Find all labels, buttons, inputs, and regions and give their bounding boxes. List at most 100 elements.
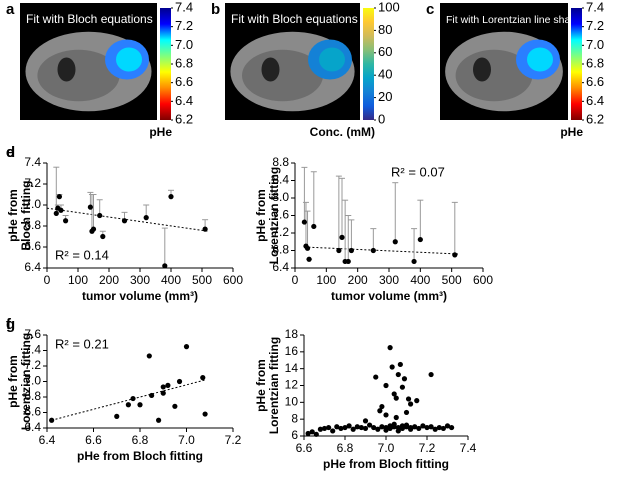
point (165, 382, 171, 388)
colorbar-tick-label: 20 (378, 89, 392, 104)
trendline (51, 379, 206, 421)
y-axis-label: Lorentzian fitting (267, 337, 281, 434)
point (100, 233, 106, 240)
point (87, 204, 93, 210)
point (348, 247, 354, 254)
x-tick-label: 100 (68, 273, 88, 287)
y-axis-label: Lorentzian fitting (19, 333, 33, 430)
point (389, 364, 395, 370)
annotation: R² = 0.21 (55, 336, 109, 351)
point (403, 409, 410, 416)
x-tick-label: 7.2 (225, 433, 242, 447)
point (313, 431, 319, 437)
y-axis-label: Bloch fitting (19, 181, 33, 251)
point (326, 424, 332, 431)
y-tick-label: 8.0 (272, 190, 289, 204)
x-tick-label: 6.4 (39, 433, 56, 447)
y-tick-label: 7.0 (24, 374, 41, 388)
image-title: Fit with Bloch equations (231, 12, 358, 26)
trendline (46, 207, 209, 232)
point (168, 194, 174, 200)
point (401, 376, 408, 382)
point (420, 423, 426, 429)
point (143, 215, 149, 221)
colorbar-tick-label: 7.2 (586, 18, 604, 33)
y-tick-label: 8.4 (272, 173, 289, 187)
point (172, 403, 178, 409)
tumor-overlay (319, 47, 345, 72)
point (362, 418, 369, 424)
y-axis-label: pHe from (6, 355, 20, 408)
y-tick-label: 7.4 (24, 155, 41, 169)
point (405, 396, 412, 402)
annotation: R² = 0.14 (55, 247, 109, 262)
y-tick-label: 6.6 (24, 405, 41, 419)
colorbar-tick-label: 6.4 (586, 93, 604, 108)
x-tick-label: 600 (473, 273, 493, 287)
x-tick-label: 6.6 (296, 441, 313, 455)
colorbar-tick-label: 7.2 (175, 18, 193, 33)
tumor-overlay (527, 47, 553, 72)
point (125, 402, 131, 408)
panel-letter: d (6, 144, 15, 161)
point (428, 371, 434, 378)
y-tick-label: 10 (285, 395, 299, 409)
y-axis-label: pHe from (254, 359, 268, 412)
colorbar-tick-label: 7.0 (586, 37, 604, 52)
colorbar-tick-label: 7.4 (586, 0, 604, 14)
point (342, 424, 348, 431)
x-tick-label: 6.8 (132, 433, 149, 447)
x-axis-label: tumor volume (mm³) (331, 289, 447, 303)
point (160, 390, 166, 396)
brain-inner (37, 49, 120, 102)
y-tick-label: 6.4 (24, 420, 41, 434)
panel-letter: a (6, 1, 15, 18)
colorbar-label: Conc. (mM) (310, 125, 375, 139)
point (200, 375, 206, 381)
point (317, 426, 323, 432)
point (334, 424, 340, 430)
point (383, 382, 389, 389)
colorbar-label: pHe (560, 125, 583, 139)
point (375, 426, 381, 432)
point (408, 424, 414, 431)
brain-inner (242, 49, 323, 102)
point (58, 207, 64, 213)
colorbar-tick-label: 6.8 (586, 55, 604, 70)
x-tick-label: 0 (292, 273, 299, 287)
y-tick-label: 14 (285, 361, 299, 375)
colorbar-tick-label: 40 (378, 67, 392, 82)
point (412, 424, 418, 430)
point (403, 422, 410, 428)
point (63, 218, 69, 224)
x-tick-label: 6.8 (337, 441, 354, 455)
point (449, 424, 455, 431)
panel-letter: g (6, 316, 15, 333)
x-tick-label: 300 (379, 273, 399, 287)
y-tick-label: 6.8 (24, 389, 41, 403)
colorbar-tick-label: 100 (378, 0, 400, 14)
point (49, 417, 55, 423)
y-tick-label: 6.4 (24, 260, 41, 274)
colorbar-tick-label: 6.6 (586, 74, 604, 89)
point (362, 425, 369, 432)
point (371, 424, 377, 431)
panel-letter: e (6, 144, 14, 161)
point (383, 412, 389, 418)
y-tick-label: 8.8 (272, 155, 289, 169)
point (183, 344, 190, 350)
point (321, 425, 328, 432)
point (379, 424, 385, 430)
point (305, 430, 311, 437)
point (387, 425, 393, 432)
ventricle (473, 57, 491, 82)
ventricle (261, 57, 280, 82)
point (393, 414, 399, 421)
point (411, 258, 417, 265)
colorbar-tick-label: 6.4 (175, 93, 193, 108)
point (160, 384, 166, 390)
y-tick-label: 7.6 (24, 327, 41, 341)
point (56, 194, 63, 200)
x-tick-label: 7.0 (378, 441, 395, 455)
